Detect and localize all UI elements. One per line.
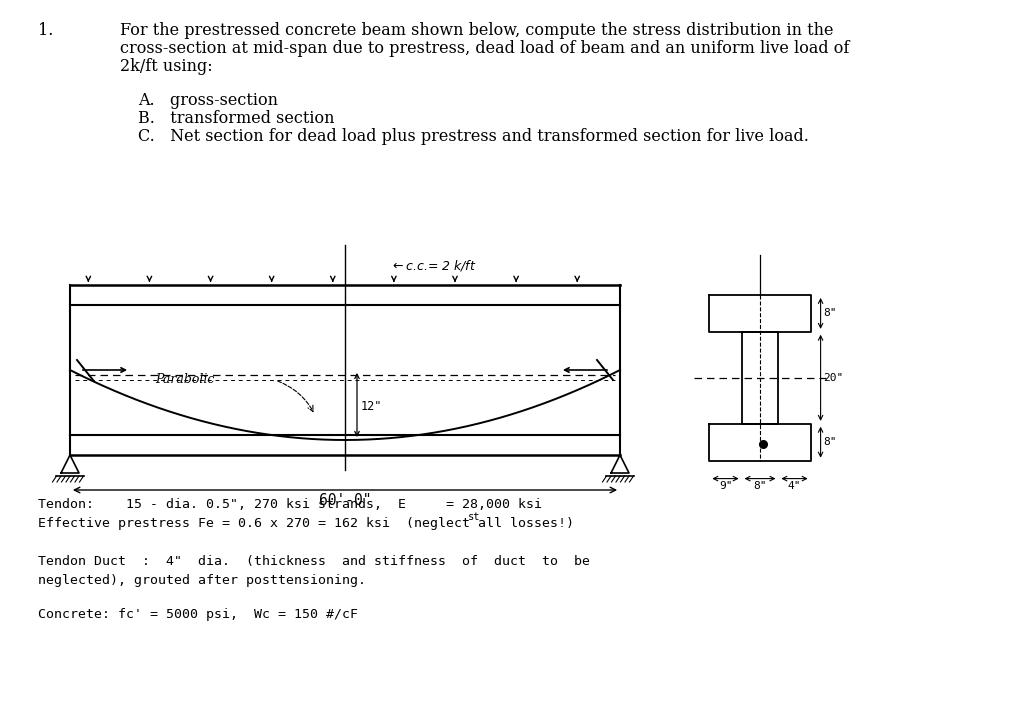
Text: 12": 12" xyxy=(361,400,382,413)
Text: 9": 9" xyxy=(719,480,732,490)
Text: neglected), grouted after posttensioning.: neglected), grouted after posttensioning… xyxy=(38,574,366,587)
Text: cross-section at mid-span due to prestress, dead load of beam and an uniform liv: cross-section at mid-span due to prestre… xyxy=(120,40,849,57)
Text: B.   transformed section: B. transformed section xyxy=(138,110,335,127)
Text: Tendon:    15 - dia. 0.5", 270 ksi strands,  E     = 28,000 ksi: Tendon: 15 - dia. 0.5", 270 ksi strands,… xyxy=(38,498,542,511)
Text: 60'-0": 60'-0" xyxy=(318,493,372,508)
Text: 1.: 1. xyxy=(38,22,53,39)
Text: Parabolic: Parabolic xyxy=(155,373,214,386)
Text: A.   gross-section: A. gross-section xyxy=(138,92,278,109)
Text: 8": 8" xyxy=(823,308,837,318)
Text: st: st xyxy=(468,512,480,522)
Text: 4": 4" xyxy=(787,480,801,490)
Text: Tendon Duct  :  4"  dia.  (thickness  and stiffness  of  duct  to  be: Tendon Duct : 4" dia. (thickness and sti… xyxy=(38,555,590,568)
Text: 8": 8" xyxy=(754,480,767,490)
Text: 8": 8" xyxy=(823,437,837,447)
Text: Effective prestress Fe = 0.6 x 270 = 162 ksi  (neglect all losses!): Effective prestress Fe = 0.6 x 270 = 162… xyxy=(38,517,574,530)
Text: For the prestressed concrete beam shown below, compute the stress distribution i: For the prestressed concrete beam shown … xyxy=(120,22,834,39)
Text: 2k/ft using:: 2k/ft using: xyxy=(120,58,213,75)
Text: $\leftarrow$c.c.= 2 k/ft: $\leftarrow$c.c.= 2 k/ft xyxy=(390,258,476,273)
Text: Concrete: fc' = 5000 psi,  Wc = 150 #/cF: Concrete: fc' = 5000 psi, Wc = 150 #/cF xyxy=(38,608,358,621)
Text: C.   Net section for dead load plus prestress and transformed section for live l: C. Net section for dead load plus prestr… xyxy=(138,128,809,145)
Text: 20": 20" xyxy=(823,373,844,383)
